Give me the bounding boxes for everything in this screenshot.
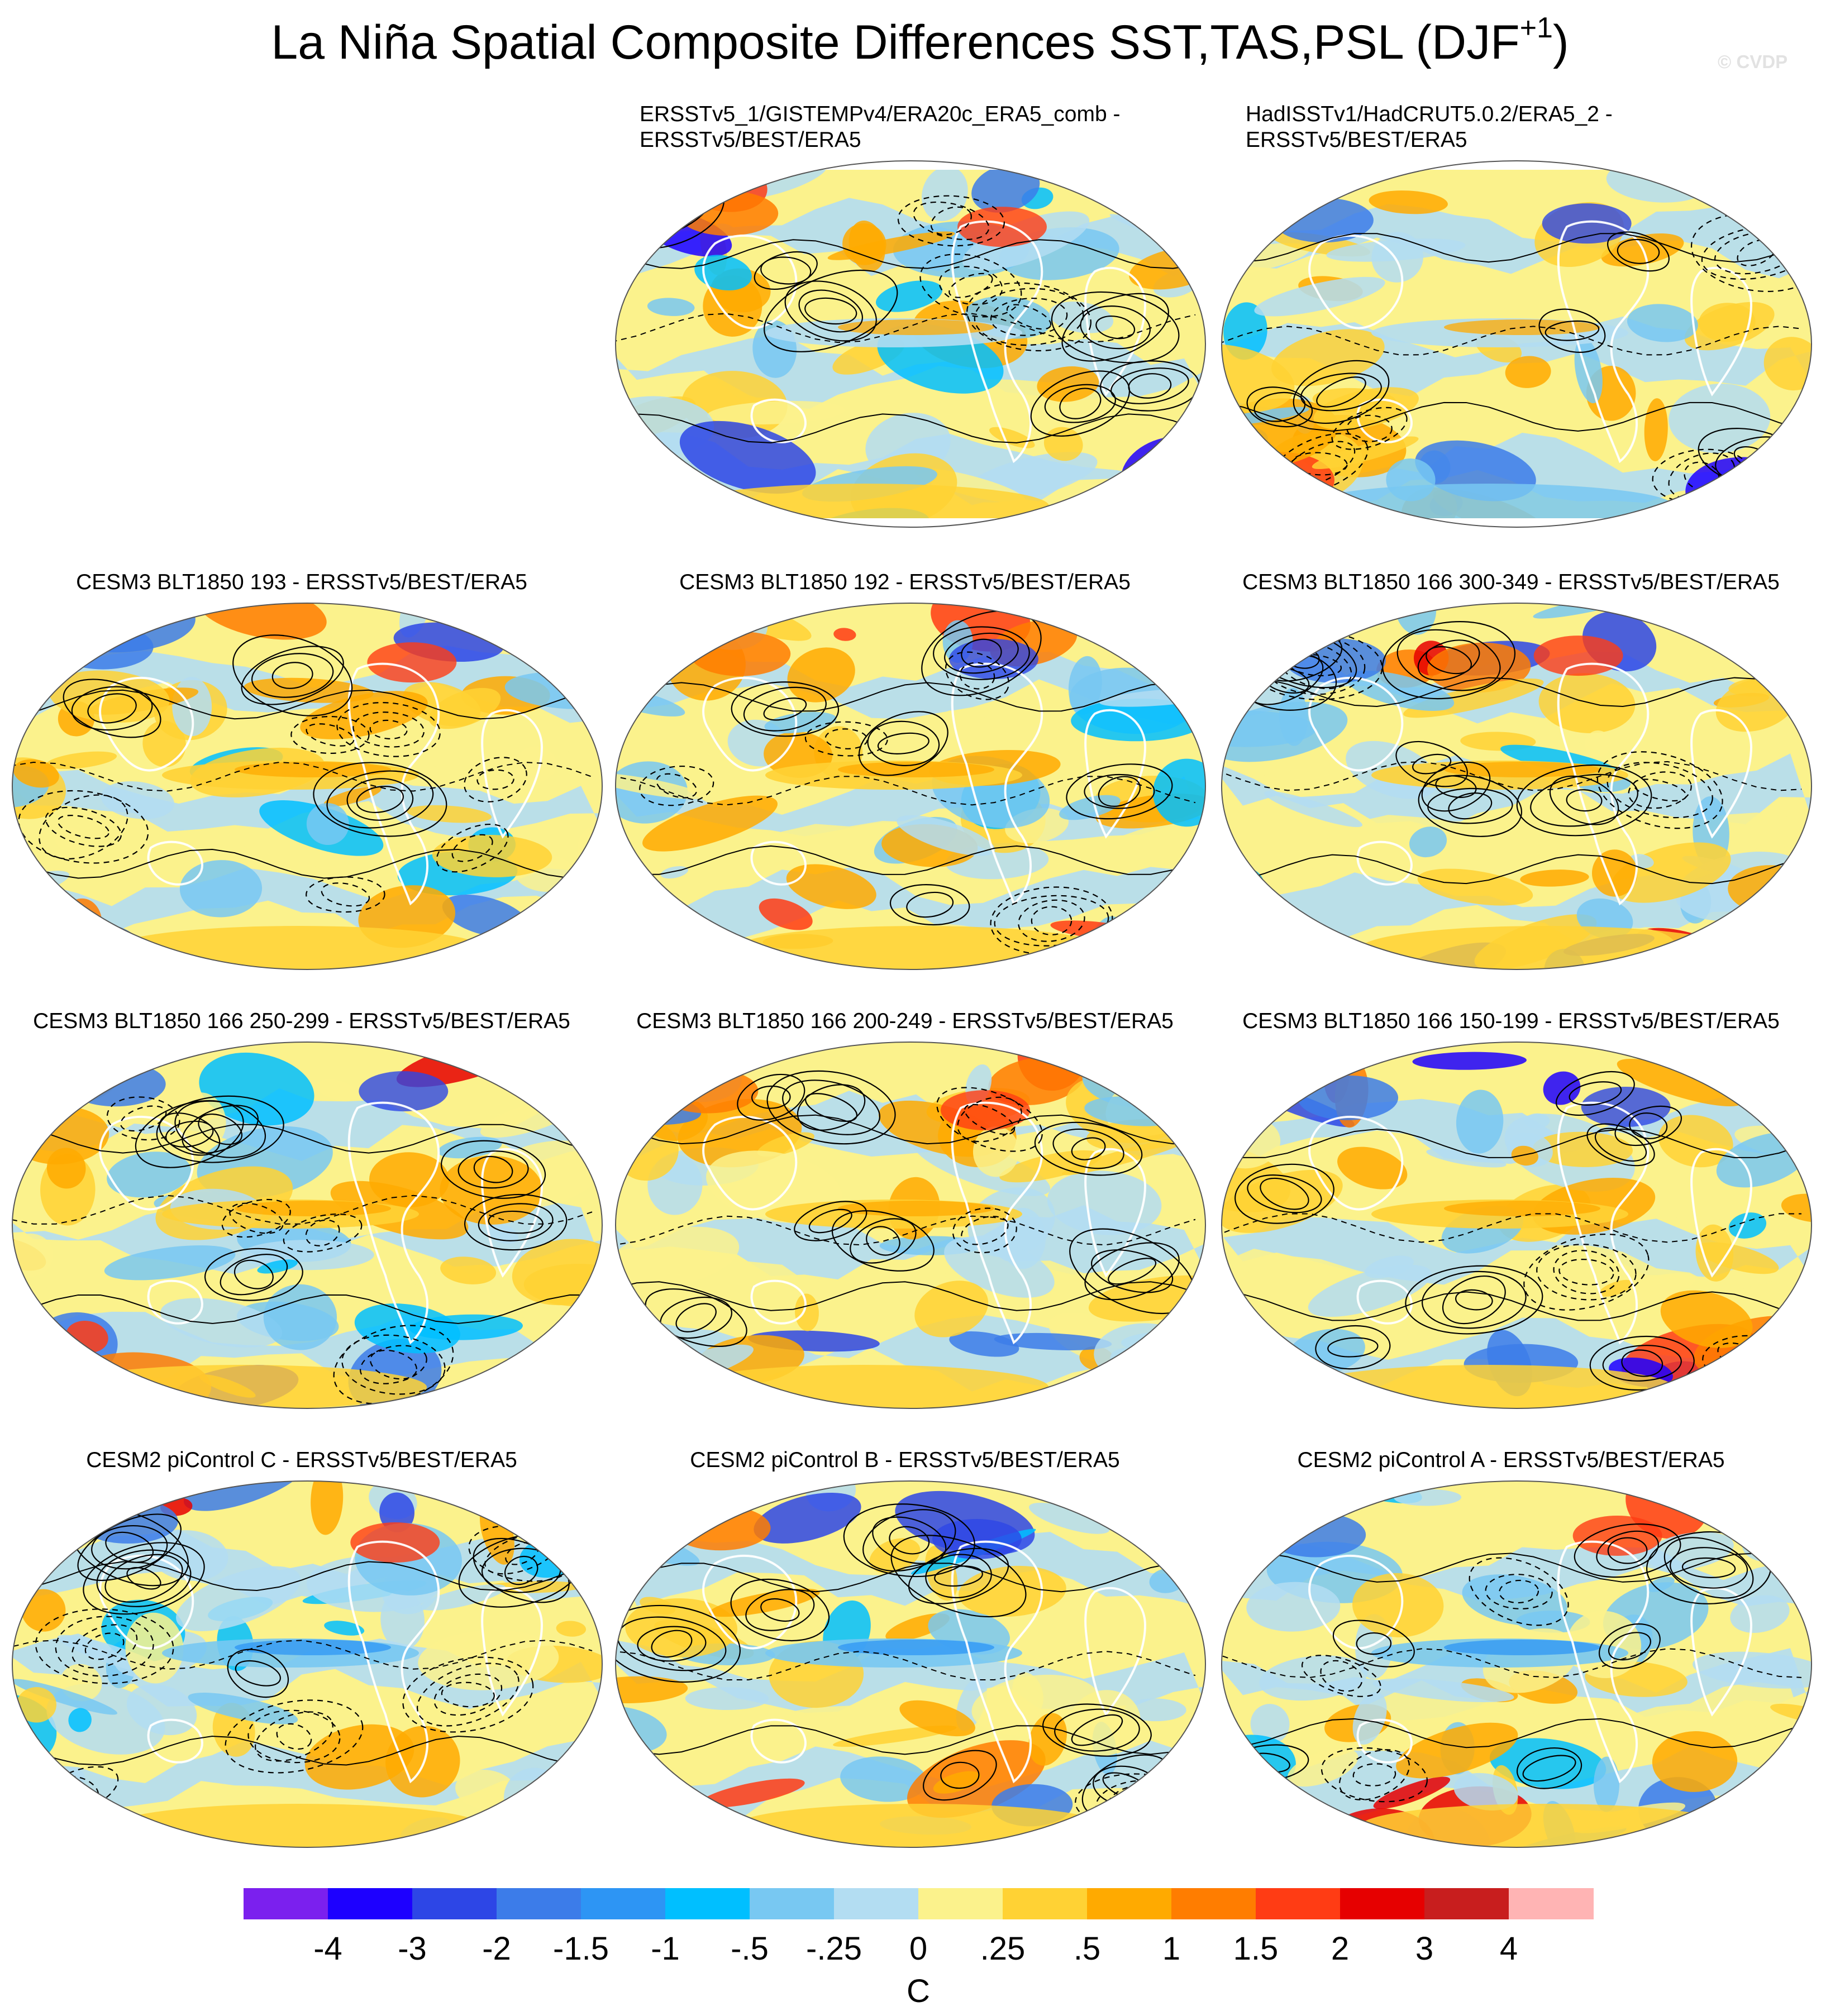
map-plot (1221, 1480, 1813, 1848)
colorbar-tick-label: 3 (1415, 1931, 1434, 1967)
panel-title-line: CESM3 BLT1850 166 200-249 - ERSSTv5/BEST… (636, 1009, 1174, 1033)
map-field (616, 1042, 1205, 1408)
figure-title: La Niña Spatial Composite Differences SS… (0, 12, 1840, 70)
map-field (1222, 1481, 1812, 1847)
colorbar-tick-label: 1.5 (1233, 1931, 1279, 1967)
panel-title: CESM3 BLT1850 166 150-199 - ERSSTv5/BEST… (1215, 1009, 1807, 1034)
map-plot (1221, 1042, 1813, 1409)
colorbar-tick-label: 2 (1331, 1931, 1350, 1967)
colorbar-tick-label: 1 (1162, 1931, 1181, 1967)
panel-title-line: CESM3 BLT1850 166 150-199 - ERSSTv5/BEST… (1242, 1009, 1780, 1033)
map-plot (614, 1480, 1207, 1848)
colorbar-tick-label: .5 (1073, 1931, 1101, 1967)
colorbar-box (1424, 1888, 1509, 1919)
map-field (1222, 603, 1812, 969)
colorbar-tick-label: -.25 (806, 1931, 862, 1967)
colorbar-box (581, 1888, 666, 1919)
map-field (616, 1481, 1205, 1847)
colorbar-tick-label: -1 (651, 1931, 680, 1967)
colorbar-tick-label: 4 (1499, 1931, 1518, 1967)
panel-title-line: CESM3 BLT1850 166 300-349 - ERSSTv5/BEST… (1242, 570, 1780, 594)
map-field (1222, 1042, 1812, 1408)
colorbar-box (244, 1888, 328, 1919)
map-plot (1221, 603, 1813, 970)
colorbar-tick-label: -2 (482, 1931, 511, 1967)
panel-title-line: ERSSTv5_1/GISTEMPv4/ERA20c_ERA5_comb - (640, 102, 1121, 126)
colorbar-box (1256, 1888, 1341, 1919)
colorbar-units: C (907, 1973, 930, 2009)
map-plot (1221, 160, 1813, 528)
map-plot (11, 1480, 603, 1848)
panel-title: ERSSTv5_1/GISTEMPv4/ERA20c_ERA5_comb - ER… (640, 102, 1121, 153)
panel-title-line: CESM2 piControl A - ERSSTv5/BEST/ERA5 (1297, 1448, 1725, 1472)
map-field (12, 1481, 602, 1847)
colorbar-tick-label: 0 (909, 1931, 928, 1967)
panel-title-line: CESM2 piControl C - ERSSTv5/BEST/ERA5 (86, 1448, 517, 1472)
colorbar-box (1003, 1888, 1088, 1919)
colorbar-tick-label: -3 (398, 1931, 427, 1967)
map-field (616, 161, 1205, 527)
panel-title-line: ERSSTv5/BEST/ERA5 (1246, 128, 1467, 152)
panel-title: CESM3 BLT1850 193 - ERSSTv5/BEST/ERA5 (6, 570, 598, 595)
colorbar-box (1171, 1888, 1256, 1919)
panel-title-line: CESM2 piControl B - ERSSTv5/BEST/ERA5 (690, 1448, 1120, 1472)
panel-title: CESM2 piControl B - ERSSTv5/BEST/ERA5 (609, 1447, 1201, 1473)
colorbar (244, 1888, 1594, 1919)
panel-title: CESM2 piControl C - ERSSTv5/BEST/ERA5 (6, 1447, 598, 1473)
colorbar-tick-label: -.5 (731, 1931, 769, 1967)
panel-title: CESM3 BLT1850 166 200-249 - ERSSTv5/BEST… (609, 1009, 1201, 1034)
panel-title: CESM3 BLT1850 192 - ERSSTv5/BEST/ERA5 (609, 570, 1201, 595)
figure-title-superscript: +1 (1519, 12, 1553, 44)
colorbar-tick-label: .25 (980, 1931, 1026, 1967)
colorbar-box (750, 1888, 835, 1919)
panel-title: CESM3 BLT1850 166 250-299 - ERSSTv5/BEST… (6, 1009, 598, 1034)
map-plot (614, 603, 1207, 970)
figure-title-text: La Niña Spatial Composite Differences SS… (271, 16, 1520, 69)
map-field (1222, 161, 1812, 527)
colorbar-box (412, 1888, 497, 1919)
panel-title-line: HadISSTv1/HadCRUT5.0.2/ERA5_2 - (1246, 102, 1613, 126)
panel-title-line: ERSSTv5/BEST/ERA5 (640, 128, 861, 152)
map-plot (614, 160, 1207, 528)
panel-title-line: CESM3 BLT1850 192 - ERSSTv5/BEST/ERA5 (679, 570, 1131, 594)
panel-title: CESM2 piControl A - ERSSTv5/BEST/ERA5 (1215, 1447, 1807, 1473)
copyright-watermark: © CVDP (1718, 51, 1788, 72)
colorbar-box (328, 1888, 413, 1919)
map-plot (614, 1042, 1207, 1409)
panel-title-line: CESM3 BLT1850 193 - ERSSTv5/BEST/ERA5 (76, 570, 527, 594)
panel-title: CESM3 BLT1850 166 300-349 - ERSSTv5/BEST… (1215, 570, 1807, 595)
map-field (12, 1042, 602, 1408)
colorbar-box (665, 1888, 750, 1919)
map-plot (11, 603, 603, 970)
figure-title-close: ) (1552, 16, 1569, 69)
map-field (12, 603, 602, 969)
map-field (616, 603, 1205, 969)
colorbar-tick-label: -4 (313, 1931, 342, 1967)
map-plot (11, 1042, 603, 1409)
colorbar-box (918, 1888, 1003, 1919)
colorbar-box (834, 1888, 919, 1919)
colorbar-tick-label: -1.5 (553, 1931, 609, 1967)
colorbar-box (1340, 1888, 1425, 1919)
colorbar-box (497, 1888, 581, 1919)
panel-title: HadISSTv1/HadCRUT5.0.2/ERA5_2 - ERSSTv5/B… (1246, 102, 1613, 153)
colorbar-box (1087, 1888, 1172, 1919)
panel-title-line: CESM3 BLT1850 166 250-299 - ERSSTv5/BEST… (33, 1009, 570, 1033)
colorbar-box (1509, 1888, 1594, 1919)
